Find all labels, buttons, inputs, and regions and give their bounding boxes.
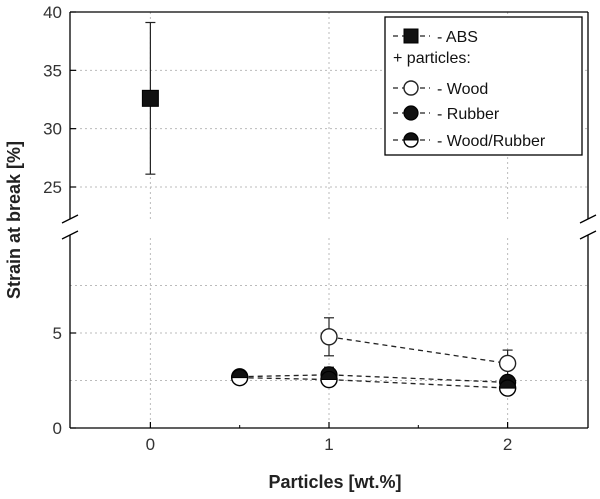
- plot-frame: [61, 11, 597, 429]
- marker-top-half: [499, 379, 517, 389]
- series-line: [328, 336, 508, 365]
- marker-top-half: [320, 371, 338, 381]
- legend-label: - Wood/Rubber: [437, 133, 546, 150]
- data-point: [141, 89, 159, 107]
- data-point: [320, 328, 338, 346]
- marker-top-half: [231, 369, 249, 379]
- legend-label: - Wood: [437, 81, 488, 98]
- x-tick-label: 1: [324, 435, 333, 454]
- legend-label: - ABS: [437, 29, 478, 46]
- markers: [141, 89, 517, 397]
- x-tick-label: 0: [146, 435, 155, 454]
- data-point: [403, 80, 419, 96]
- axis-break-mark: [61, 230, 79, 240]
- y-tick-label: 0: [53, 419, 62, 438]
- axis-break-mark: [61, 214, 79, 224]
- axis-ticks: 0 1 2 0 5 25 30 35 40: [43, 3, 512, 454]
- data-point: [403, 28, 419, 44]
- series-line: [239, 377, 508, 389]
- legend: - ABS - Wood - Rubber - Wood/Rubber + parti…: [384, 16, 583, 156]
- x-axis-title: Particles [wt.%]: [268, 472, 401, 492]
- data-point: [230, 368, 249, 387]
- data-point: [498, 354, 517, 373]
- data-point: [403, 132, 419, 148]
- y-tick-label: 40: [43, 3, 62, 22]
- axis-break-mark: [579, 230, 597, 240]
- y-tick-label: 30: [43, 120, 62, 139]
- y-tick-label: 35: [43, 61, 62, 80]
- data-point: [498, 379, 517, 397]
- data-point: [403, 105, 419, 121]
- data-point: [320, 370, 338, 389]
- series-lines: [239, 336, 508, 389]
- axis-break-mark: [579, 214, 597, 224]
- series-line: [239, 374, 508, 384]
- y-tick-label: 5: [53, 324, 62, 343]
- x-tick-label: 2: [503, 435, 512, 454]
- y-tick-label: 25: [43, 178, 62, 197]
- y-axis-title: Strain at break [%]: [4, 141, 24, 299]
- legend-label: - Rubber: [437, 106, 500, 123]
- marker-top-half: [403, 132, 419, 141]
- legend-subheading: + particles:: [393, 50, 471, 67]
